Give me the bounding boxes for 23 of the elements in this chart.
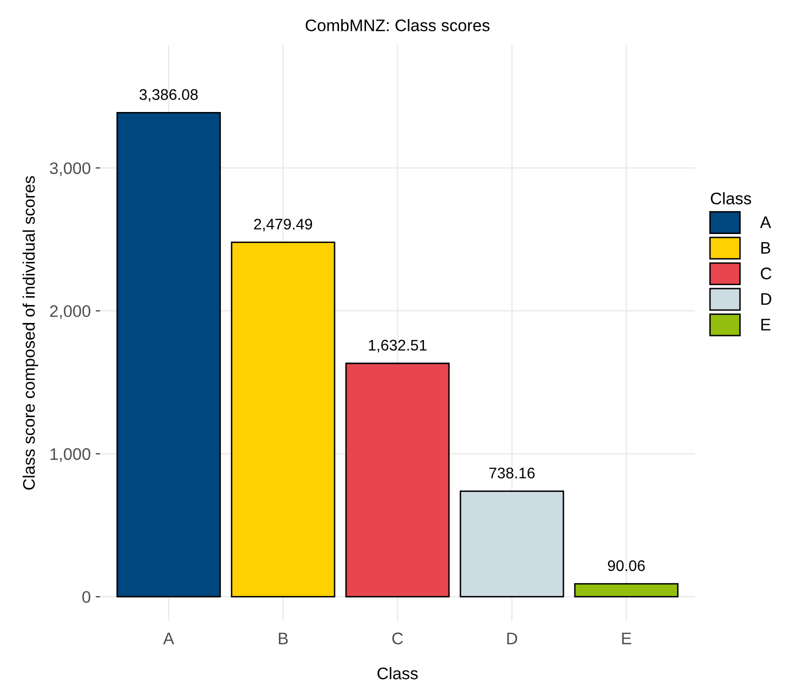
x-tick-label: B (278, 632, 288, 644)
y-tick-label: 2,000 (50, 305, 90, 320)
data-label: 2,479.49 (254, 218, 312, 232)
data-label: 90.06 (608, 560, 645, 572)
x-tick-label: D (507, 632, 518, 644)
legend-label: D (761, 293, 772, 305)
legend-label: C (760, 268, 772, 280)
legend-title: Class (710, 192, 752, 204)
x-tick-label: C (392, 632, 403, 644)
x-tick-label: E (622, 632, 632, 644)
legend-label: A (760, 216, 772, 228)
x-axis-title: Class (378, 667, 418, 680)
y-tick-label: 0 (82, 591, 90, 603)
x-tick-label: A (163, 632, 174, 644)
data-label: 3,386.08 (140, 89, 198, 102)
data-label: 738.16 (489, 468, 535, 478)
data-label: 1,632.51 (368, 340, 426, 352)
y-tick-label: 1,000 (50, 448, 90, 462)
legend-label: E (761, 318, 770, 330)
legend-label: B (761, 242, 770, 254)
chart-title: CombMNZ: Class scores (306, 19, 490, 32)
y-tick-label: 3,000 (50, 162, 90, 176)
y-axis-title: Class score composed of individual scores (22, 176, 38, 490)
